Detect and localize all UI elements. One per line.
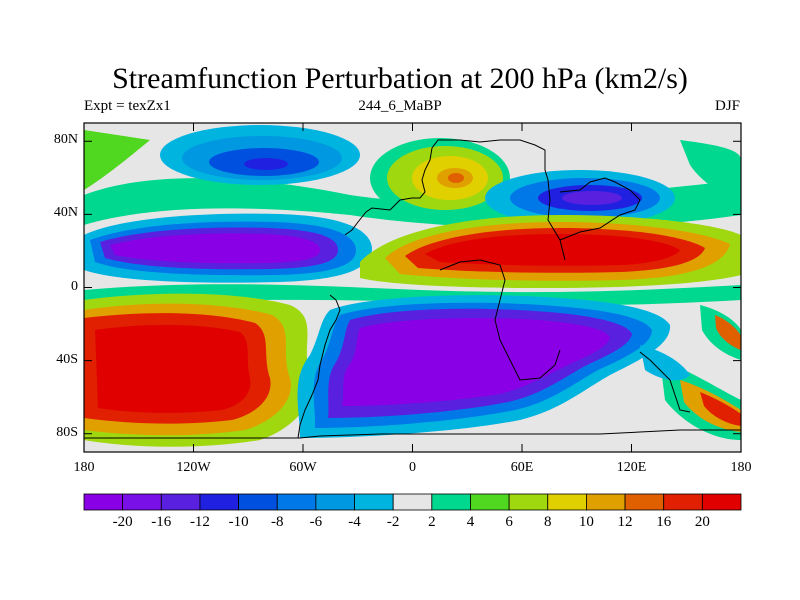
colorbar-label: 6 — [505, 514, 513, 530]
colorbar-label: -4 — [348, 514, 361, 530]
south-america-outline — [297, 294, 341, 439]
y-tick-label: 0 — [71, 278, 78, 294]
colorbar-label: -20 — [112, 514, 133, 530]
colorbar-swatch — [508, 493, 549, 511]
southern-negative-anomaly — [297, 295, 671, 438]
x-tick-label: 180 — [73, 460, 95, 475]
africa-outline — [439, 259, 561, 381]
colorbar-swatch — [276, 493, 317, 511]
colorbar-label: 2 — [428, 514, 436, 530]
colorbar — [83, 493, 742, 511]
north-pacific-negative-anomaly — [160, 125, 360, 185]
x-tick-label: 60W — [289, 460, 317, 475]
colorbar-label: 20 — [694, 514, 710, 530]
asia-negative-anomaly — [485, 170, 675, 226]
y-tick-label: 40S — [56, 351, 78, 367]
map-title: Streamfunction Perturbation at 200 hPa (… — [112, 62, 688, 95]
colorbar-swatch — [315, 493, 355, 511]
colorbar-label: 10 — [578, 514, 594, 530]
colorbar-swatch — [701, 493, 742, 511]
colorbar-label: -16 — [151, 514, 172, 530]
colorbar-label: 8 — [544, 514, 552, 530]
case-label: 244_6_MaBP — [358, 98, 442, 114]
australia-outline — [639, 351, 691, 413]
colorbar-label: -8 — [270, 514, 284, 530]
colorbar-swatch — [199, 493, 239, 511]
x-tick-label: 120E — [616, 460, 647, 475]
axis-ticks — [83, 123, 742, 452]
x-tick-label: 0 — [409, 460, 416, 475]
colorbar-swatch — [624, 493, 665, 511]
y-tick-label: 40N — [53, 205, 78, 221]
colorbar-label: 12 — [617, 514, 633, 530]
map-field — [84, 123, 741, 452]
europe-positive-anomaly — [370, 138, 510, 218]
colorbar-swatch — [83, 493, 124, 511]
tropical-pacific-negative-anomaly — [84, 213, 372, 283]
continent-outlines — [84, 139, 741, 439]
colorbar-label: 4 — [466, 514, 475, 530]
y-tick-label: 80N — [53, 132, 78, 148]
colorbar-label: -10 — [228, 514, 249, 530]
south-pacific-positive-anomaly — [84, 293, 312, 447]
x-tick-label: 180 — [730, 460, 752, 475]
colorbar-swatch — [160, 493, 201, 511]
season-label: DJF — [714, 98, 740, 114]
colorbar-swatch — [547, 493, 587, 511]
colorbar-swatch — [392, 493, 433, 511]
colorbar-swatch — [431, 493, 471, 511]
north-america-outline — [344, 139, 566, 261]
colorbar-label: -2 — [386, 514, 400, 530]
colorbar-swatch — [586, 493, 626, 511]
tropical-north-positive-anomaly — [360, 215, 741, 288]
antarctica-outline — [84, 429, 741, 439]
x-tick-label: 60E — [510, 460, 534, 475]
colorbar-swatch — [663, 493, 703, 511]
colorbar-swatch — [122, 493, 162, 511]
y-tick-label: 80S — [56, 424, 78, 440]
experiment-label: Expt = texZx1 — [84, 98, 171, 114]
colorbar-swatch — [238, 493, 278, 511]
colorbar-label: 16 — [656, 514, 672, 530]
asia-outline — [559, 177, 641, 241]
colorbar-swatch — [470, 493, 510, 511]
x-tick-label: 120W — [176, 460, 211, 475]
colorbar-label: -12 — [189, 514, 210, 530]
colorbar-label: -6 — [309, 514, 323, 530]
colorbar-swatch — [354, 493, 394, 511]
